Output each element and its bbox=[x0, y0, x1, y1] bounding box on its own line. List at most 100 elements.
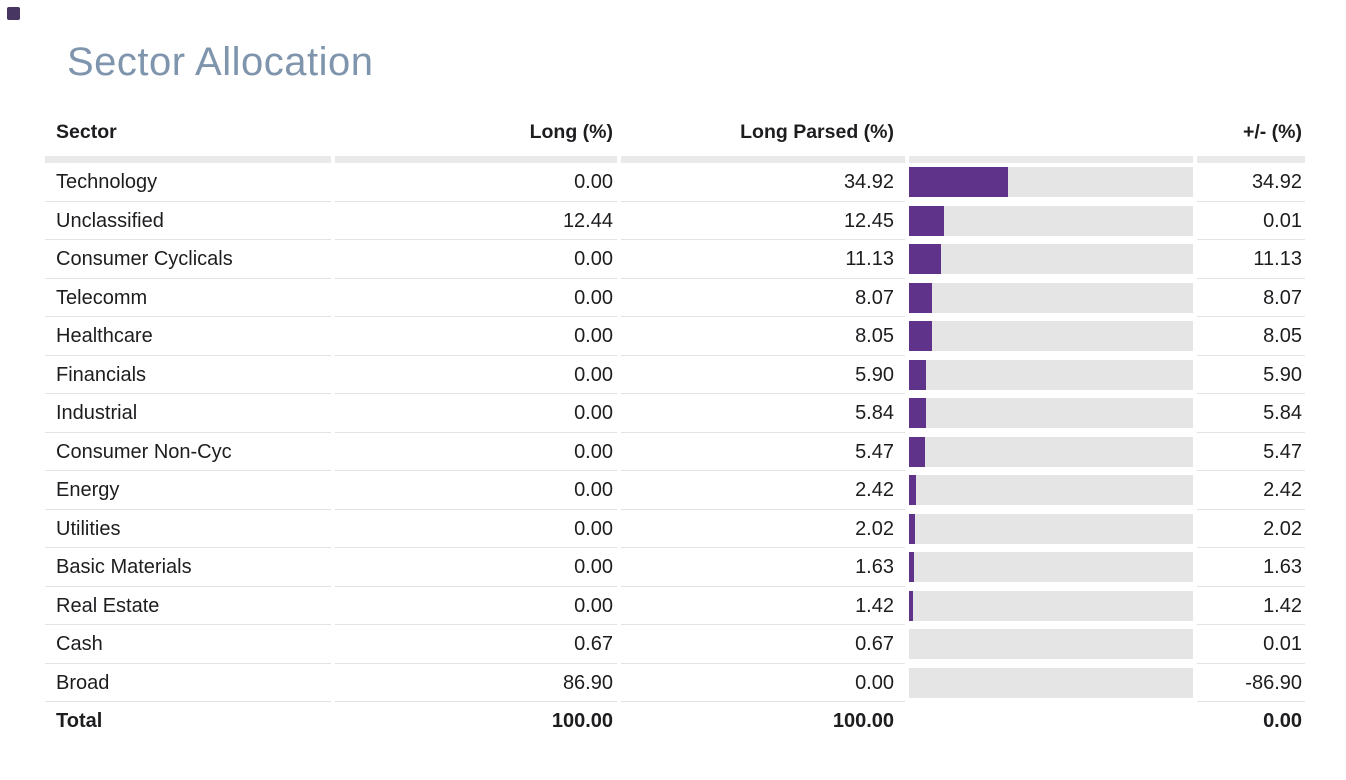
table-row: Telecomm 0.00 8.07 8.07 bbox=[45, 279, 1305, 318]
bar-fill bbox=[909, 205, 945, 236]
long-parsed-cell: 1.63 bbox=[621, 548, 905, 587]
sector-cell: Basic Materials bbox=[45, 548, 331, 587]
table-row: Consumer Non-Cyc 0.00 5.47 5.47 bbox=[45, 433, 1305, 471]
bar-cell bbox=[909, 240, 1193, 279]
long-cell: 0.00 bbox=[335, 548, 617, 587]
long-cell: 0.00 bbox=[335, 587, 617, 625]
bar-track bbox=[909, 590, 1193, 621]
diff-cell: 0.00 bbox=[1263, 710, 1302, 732]
long-parsed-cell: 5.84 bbox=[621, 394, 905, 433]
bar-fill bbox=[909, 552, 914, 582]
diff-cell: 11.13 bbox=[1197, 240, 1305, 279]
sector-allocation-table: Technology 0.00 34.92 34.92 Unclassified… bbox=[45, 163, 1305, 741]
table-row: Healthcare 0.00 8.05 8.05 bbox=[45, 317, 1305, 356]
long-cell: 0.00 bbox=[335, 394, 617, 433]
bar-fill bbox=[909, 359, 926, 390]
diff-cell: 2.02 bbox=[1197, 510, 1305, 548]
bar-track bbox=[909, 205, 1193, 236]
sector-cell: Energy bbox=[45, 471, 331, 510]
corner-mark bbox=[7, 7, 20, 20]
bar-track bbox=[909, 359, 1193, 390]
bar-cell bbox=[909, 279, 1193, 318]
bar-cell bbox=[909, 317, 1193, 356]
long-parsed-cell: 5.90 bbox=[621, 356, 905, 394]
long-cell: 0.00 bbox=[335, 471, 617, 510]
bar-cell bbox=[909, 356, 1193, 395]
bar-fill bbox=[909, 244, 941, 274]
long-cell: 100.00 bbox=[551, 710, 613, 732]
bar-fill bbox=[909, 590, 914, 621]
col-header-long: Long (%) bbox=[529, 121, 613, 143]
bar-track bbox=[909, 167, 1193, 197]
col-header-diff: +/- (%) bbox=[1242, 121, 1302, 143]
diff-cell: 2.42 bbox=[1197, 471, 1305, 510]
bar-fill bbox=[909, 475, 916, 505]
long-cell: 0.00 bbox=[335, 279, 617, 317]
sector-cell: Consumer Cyclicals bbox=[45, 240, 331, 279]
col-header-long-parsed: Long Parsed (%) bbox=[740, 121, 894, 143]
diff-cell: 0.01 bbox=[1197, 625, 1305, 664]
table-row: Cash 0.67 0.67 0.01 bbox=[45, 625, 1305, 664]
long-cell: 0.67 bbox=[335, 625, 617, 664]
diff-cell: -86.90 bbox=[1197, 664, 1305, 702]
long-cell: 0.00 bbox=[335, 433, 617, 471]
long-parsed-cell: 8.07 bbox=[621, 279, 905, 317]
diff-cell: 5.47 bbox=[1197, 433, 1305, 471]
page-title: Sector Allocation bbox=[67, 40, 374, 84]
sector-cell: Consumer Non-Cyc bbox=[45, 433, 331, 471]
table-row: Financials 0.00 5.90 5.90 bbox=[45, 356, 1305, 395]
table-row: Unclassified 12.44 12.45 0.01 bbox=[45, 202, 1305, 241]
sector-cell: Healthcare bbox=[45, 317, 331, 356]
bar-fill bbox=[909, 436, 925, 467]
sector-cell: Industrial bbox=[45, 394, 331, 433]
sector-cell: Real Estate bbox=[45, 587, 331, 625]
sector-cell: Unclassified bbox=[45, 202, 331, 240]
bar-track bbox=[909, 282, 1193, 313]
long-parsed-cell: 5.47 bbox=[621, 433, 905, 471]
bar-track bbox=[909, 552, 1193, 582]
diff-cell: 5.84 bbox=[1197, 394, 1305, 433]
bar-cell bbox=[909, 202, 1193, 241]
long-parsed-cell: 0.67 bbox=[621, 625, 905, 664]
table-row: Consumer Cyclicals 0.00 11.13 11.13 bbox=[45, 240, 1305, 279]
sector-cell: Utilities bbox=[45, 510, 331, 548]
header-divider-band bbox=[45, 156, 1305, 163]
col-header-bar-spacer bbox=[909, 113, 1193, 152]
bar-cell bbox=[909, 163, 1193, 202]
long-cell: 0.00 bbox=[335, 356, 617, 394]
bar-fill bbox=[909, 321, 932, 351]
long-parsed-cell: 8.05 bbox=[621, 317, 905, 356]
sector-cell: Financials bbox=[45, 356, 331, 394]
table-row: Total 100.00 100.00 0.00 bbox=[45, 702, 1305, 741]
bar-track bbox=[909, 436, 1193, 467]
col-header-sector: Sector bbox=[56, 121, 117, 143]
long-parsed-cell: 0.00 bbox=[621, 664, 905, 702]
bar-fill bbox=[909, 513, 915, 544]
bar-cell bbox=[909, 587, 1193, 626]
long-parsed-cell: 11.13 bbox=[621, 240, 905, 279]
bar-cell bbox=[909, 548, 1193, 587]
long-cell: 86.90 bbox=[335, 664, 617, 702]
report-container: Sector Allocation Sector Long (%) Long P… bbox=[45, 0, 1305, 741]
long-parsed-cell: 12.45 bbox=[621, 202, 905, 240]
bar-cell bbox=[909, 625, 1193, 664]
table-row: Basic Materials 0.00 1.63 1.63 bbox=[45, 548, 1305, 587]
table-row: Energy 0.00 2.42 2.42 bbox=[45, 471, 1305, 510]
sector-cell: Technology bbox=[45, 163, 331, 202]
bar-track bbox=[909, 244, 1193, 274]
table-row: Industrial 0.00 5.84 5.84 bbox=[45, 394, 1305, 433]
long-parsed-cell: 2.02 bbox=[621, 510, 905, 548]
long-parsed-cell: 100.00 bbox=[832, 710, 894, 732]
long-parsed-cell: 2.42 bbox=[621, 471, 905, 510]
long-cell: 0.00 bbox=[335, 317, 617, 356]
bar-track bbox=[909, 667, 1193, 698]
long-cell: 0.00 bbox=[335, 163, 617, 202]
bar-track bbox=[909, 513, 1193, 544]
bar-track bbox=[909, 629, 1193, 659]
bar-track bbox=[909, 475, 1193, 505]
table-row: Real Estate 0.00 1.42 1.42 bbox=[45, 587, 1305, 626]
diff-cell: 5.90 bbox=[1197, 356, 1305, 394]
table-row: Technology 0.00 34.92 34.92 bbox=[45, 163, 1305, 202]
bar-fill bbox=[909, 282, 932, 313]
long-parsed-cell: 34.92 bbox=[621, 163, 905, 202]
